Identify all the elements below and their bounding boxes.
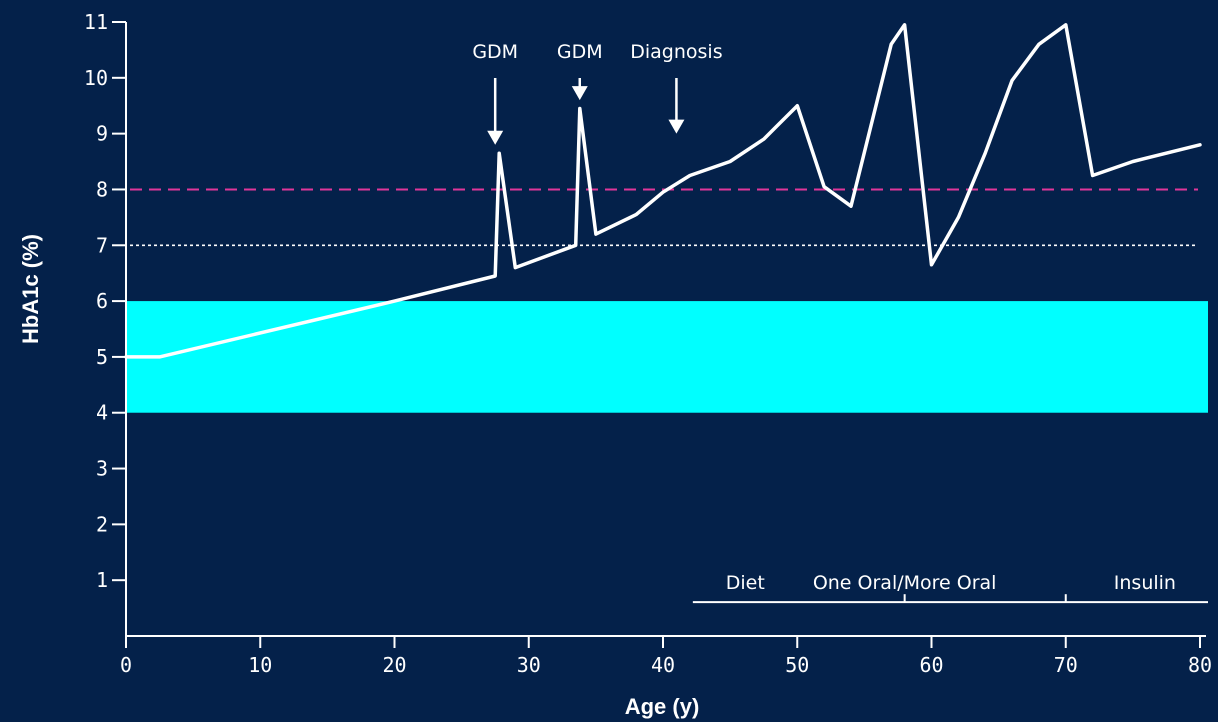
y-tick-label-4: 4 — [96, 401, 108, 425]
y-tick-label-11: 11 — [84, 10, 108, 34]
y-tick-label-8: 8 — [96, 177, 108, 201]
y-tick-label-10: 10 — [84, 66, 108, 90]
reference-lines-group — [130, 188, 1198, 247]
annotation-label-2: Diagnosis — [630, 41, 722, 63]
x-tick-label-30: 30 — [517, 653, 541, 677]
x-tick-label-40: 40 — [651, 653, 675, 677]
y-tick-label-7: 7 — [96, 233, 108, 257]
treatment-phase-label-0: Diet — [726, 572, 765, 594]
y-axis-title: HbA1c (%) — [18, 234, 43, 344]
x-tick-label-10: 10 — [248, 653, 272, 677]
treatment-phase-label-1: One Oral/More Oral — [813, 572, 997, 594]
annotation-arrow-head-0 — [487, 130, 504, 145]
x-tick-label-60: 60 — [919, 653, 943, 677]
y-tick-label-6: 6 — [96, 289, 108, 313]
y-tick-label-2: 2 — [96, 512, 108, 536]
axes-group: 1 2 3 4 5 6 7 8 9 10 11 0 10 20 30 40 50 60 70 80 — [84, 10, 1212, 677]
annotation-label-0: GDM — [472, 41, 518, 63]
x-axis-title: Age (y) — [625, 694, 700, 719]
annotations-group: GDM GDM Diagnosis — [472, 41, 723, 145]
y-tick-label-3: 3 — [96, 457, 108, 481]
x-tick-label-50: 50 — [785, 653, 809, 677]
treatment-phase-label-2: Insulin — [1114, 572, 1176, 594]
x-tick-label-0: 0 — [120, 653, 132, 677]
normal-range-band — [126, 301, 1208, 413]
treatment-phases-group: Diet One Oral/More Oral Insulin — [692, 572, 1208, 604]
x-tick-label-80: 80 — [1188, 653, 1212, 677]
series-group — [124, 23, 1202, 359]
y-tick-label-9: 9 — [96, 122, 108, 146]
series-line-0 — [124, 23, 1202, 359]
x-tick-label-70: 70 — [1054, 653, 1078, 677]
annotation-arrow-head-1 — [571, 86, 588, 101]
x-tick-label-20: 20 — [382, 653, 406, 677]
normal-range-band-group — [126, 301, 1208, 413]
y-tick-label-5: 5 — [96, 345, 108, 369]
y-tick-label-1: 1 — [96, 568, 108, 592]
annotation-label-1: GDM — [557, 41, 603, 63]
annotation-arrow-head-2 — [668, 119, 685, 134]
